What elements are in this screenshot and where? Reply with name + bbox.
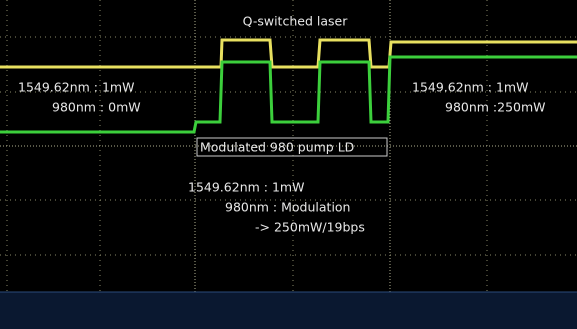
- center-note-line: -> 250mW/19bps: [255, 220, 365, 235]
- left-note-line: 980nm : 0mW: [52, 100, 141, 115]
- title: Q-switched laser: [243, 14, 349, 29]
- status-bar: [0, 292, 577, 329]
- pump-label: Modulated 980 pump LD: [200, 140, 354, 155]
- right-note-line: 1549.62nm : 1mW: [412, 80, 528, 95]
- right-note-line: 980nm :250mW: [445, 100, 546, 115]
- center-note-line: 980nm : Modulation: [225, 200, 350, 215]
- scope-screen: Q-switched laser 1549.62nm : 1mW 980nm :…: [0, 0, 577, 329]
- center-note-line: 1549.62nm : 1mW: [188, 180, 304, 195]
- left-note-line: 1549.62nm : 1mW: [18, 80, 134, 95]
- background: [0, 0, 577, 329]
